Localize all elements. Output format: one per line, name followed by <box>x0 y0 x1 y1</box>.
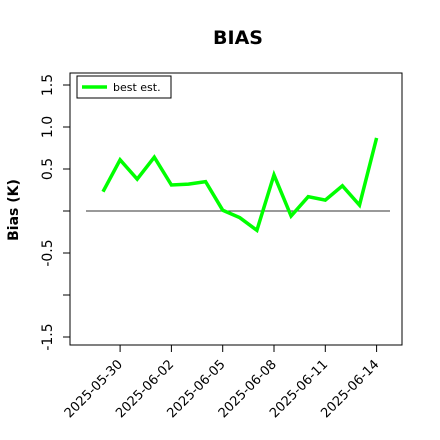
y-tick-label: 1.5 <box>40 74 56 96</box>
legend-label: best est. <box>113 81 161 94</box>
plot-frame <box>69 72 403 346</box>
series-layer <box>86 137 390 234</box>
y-tick-label: 1.0 <box>40 116 56 138</box>
y-axis-label: Bias (K) <box>6 179 22 241</box>
chart-title: BIAS <box>213 27 263 49</box>
x-axis: 2025-05-302025-06-022025-06-052025-06-08… <box>62 345 382 421</box>
y-tick-label: 0.5 <box>40 158 56 180</box>
series-line-best-est <box>101 137 379 234</box>
legend: best est. <box>76 75 172 99</box>
y-tick-label: -1.5 <box>40 323 56 350</box>
legend-box <box>76 75 172 99</box>
y-axis: -1.5 -0.5 0.5 1.0 1.5 <box>40 74 70 351</box>
y-tick-label: -0.5 <box>40 239 56 266</box>
